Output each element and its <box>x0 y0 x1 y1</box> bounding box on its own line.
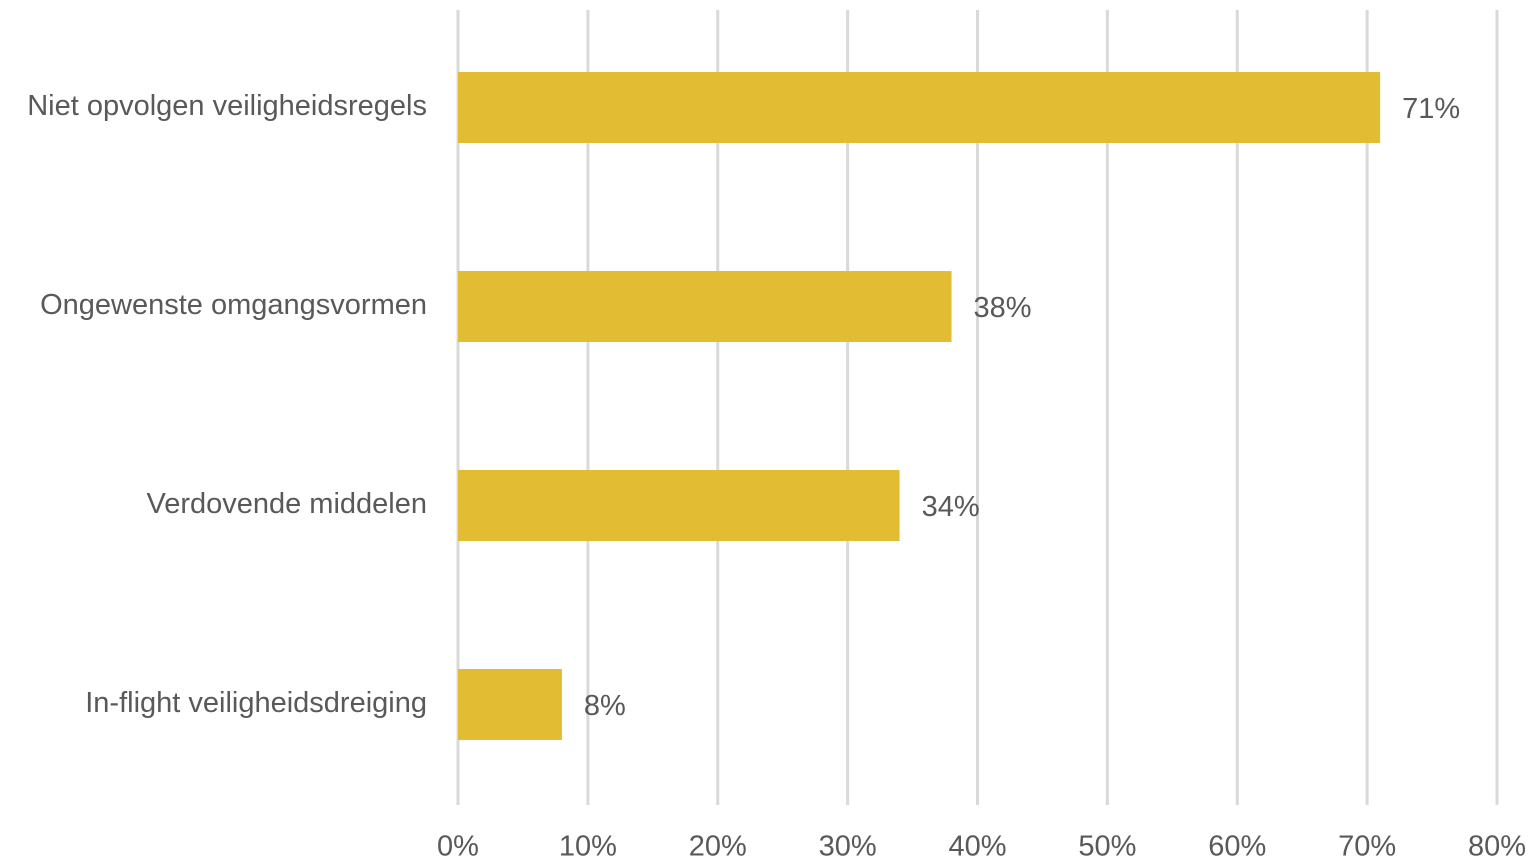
bars <box>458 72 1381 740</box>
x-tick-label: 30% <box>819 831 877 863</box>
x-tick-label: 70% <box>1338 831 1396 863</box>
category-label: In-flight veiligheidsdreiging <box>85 687 427 719</box>
category-labels: Niet opvolgen veiligheidsregels Ongewenst… <box>27 90 427 719</box>
bar <box>458 470 900 541</box>
category-label: Ongewenste omgangsvormen <box>40 289 427 321</box>
data-label: 34% <box>922 491 980 523</box>
x-axis-tick-labels: 0% 10% 20% 30% 40% 50% 60% 70% 80% <box>437 831 1526 863</box>
bar <box>458 72 1381 143</box>
data-label: 8% <box>584 690 626 722</box>
category-label: Verdovende middelen <box>146 488 427 520</box>
x-tick-label: 20% <box>689 831 747 863</box>
bar <box>458 669 562 740</box>
x-tick-label: 0% <box>437 831 479 863</box>
x-tick-label: 80% <box>1468 831 1526 863</box>
x-tick-label: 10% <box>559 831 617 863</box>
x-tick-label: 40% <box>948 831 1006 863</box>
bar <box>458 271 952 342</box>
x-tick-label: 60% <box>1208 831 1266 863</box>
data-label: 71% <box>1402 93 1460 125</box>
data-labels: 71% 38% 34% 8% <box>584 93 1460 722</box>
data-label: 38% <box>974 292 1032 324</box>
category-label: Niet opvolgen veiligheidsregels <box>27 90 427 122</box>
x-tick-label: 50% <box>1078 831 1136 863</box>
